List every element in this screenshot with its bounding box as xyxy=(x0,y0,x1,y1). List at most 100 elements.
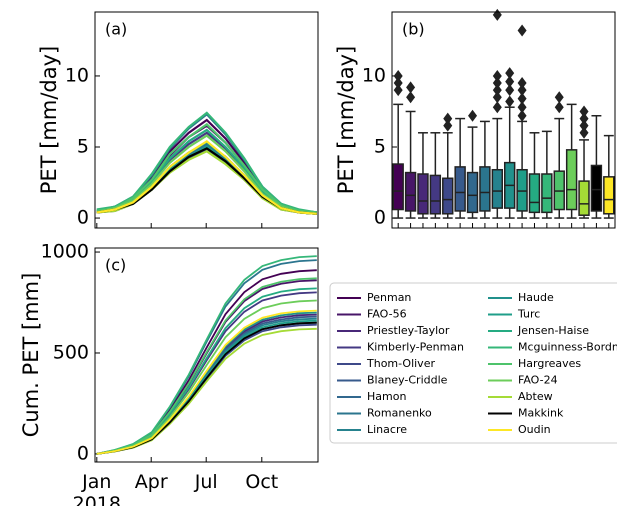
box xyxy=(429,174,442,215)
y-tick-label: 5 xyxy=(374,136,386,158)
legend-label: Turc xyxy=(517,308,540,321)
outlier xyxy=(443,119,453,132)
legend-label: Kimberly-Penman xyxy=(367,341,464,354)
box xyxy=(454,166,466,212)
series-line xyxy=(96,313,317,455)
legend-label: FAO-56 xyxy=(367,308,407,321)
outlier xyxy=(393,84,403,97)
y-tick-label: 1000 xyxy=(41,241,89,263)
outlier xyxy=(406,81,416,94)
outlier xyxy=(579,126,589,139)
x-tick-label: Apr xyxy=(135,471,168,493)
panel-label: (b) xyxy=(402,20,425,39)
legend-label: Makkink xyxy=(518,407,564,420)
series-line xyxy=(96,309,317,455)
outlier xyxy=(554,91,564,104)
outlier xyxy=(492,101,502,114)
legend-label: Blaney-Criddle xyxy=(367,374,448,387)
legend-label: Priestley-Taylor xyxy=(367,324,450,337)
outlier xyxy=(393,69,403,82)
series-line xyxy=(96,122,317,214)
series-line xyxy=(96,277,317,455)
outlier xyxy=(406,91,416,104)
outlier xyxy=(579,112,589,125)
panel-label: (a) xyxy=(105,20,127,39)
legend-label: Hargreaves xyxy=(518,357,581,370)
box xyxy=(590,164,603,212)
x-tick-label: Jul xyxy=(194,471,218,493)
series-line xyxy=(96,279,317,455)
outlier xyxy=(393,77,403,90)
legend-label: Penman xyxy=(367,291,411,304)
series-line xyxy=(96,111,317,214)
y-tick-label: 0 xyxy=(77,207,89,229)
x-tick-label: Jan 2018 xyxy=(73,471,121,506)
legend-frame xyxy=(329,282,617,444)
series-line xyxy=(96,269,317,455)
legend: Penman FAO-56 Priestley-Taylor Kimberly-Pen… xyxy=(329,282,617,444)
series-line xyxy=(96,139,317,215)
outlier xyxy=(468,109,478,122)
outlier xyxy=(505,95,515,108)
box xyxy=(392,163,404,211)
series-line xyxy=(96,323,317,455)
y-tick-label: 0 xyxy=(77,442,89,464)
outlier xyxy=(492,8,502,21)
y-tick-label: 0 xyxy=(374,207,386,229)
y-tick-label: 10 xyxy=(362,64,386,86)
y-tick-label: 5 xyxy=(77,136,89,158)
series-line xyxy=(96,255,317,455)
box xyxy=(466,171,479,214)
outlier xyxy=(505,75,515,88)
legend-label: Oudin xyxy=(518,423,551,436)
outlier xyxy=(492,84,502,97)
box xyxy=(479,166,491,212)
axes-frame xyxy=(391,11,616,229)
outlier xyxy=(517,101,527,114)
box xyxy=(565,149,578,211)
outlier xyxy=(517,24,527,37)
y-axis-label: PET [mm/day] xyxy=(37,46,61,194)
axes-frame xyxy=(94,247,319,463)
outlier xyxy=(492,77,502,90)
y-axis-label: Cum. PET [mm] xyxy=(19,273,43,438)
legend-label: Haude xyxy=(518,291,554,304)
panel-label: (c) xyxy=(105,256,126,275)
box xyxy=(541,173,553,214)
outlier xyxy=(492,69,502,82)
outlier xyxy=(554,101,564,114)
legend-label: Jensen-Haise xyxy=(517,324,589,337)
box xyxy=(578,180,590,216)
outlier xyxy=(505,67,515,80)
box xyxy=(442,177,454,215)
outlier xyxy=(443,112,453,125)
legend-label: Romanenko xyxy=(367,407,432,420)
outlier xyxy=(505,84,515,97)
outlier xyxy=(517,109,527,122)
series-line xyxy=(96,315,317,455)
legend-label: Abtew xyxy=(518,390,553,403)
outlier xyxy=(517,84,527,97)
box xyxy=(491,168,504,209)
box xyxy=(404,171,417,212)
legend-label: Hamon xyxy=(367,390,406,403)
box xyxy=(417,173,429,215)
legend-label: FAO-24 xyxy=(518,374,558,387)
axes-frame xyxy=(94,11,319,229)
y-tick-label: 10 xyxy=(65,64,89,86)
outlier xyxy=(579,119,589,132)
y-tick-label: 500 xyxy=(53,341,89,363)
outlier xyxy=(492,91,502,104)
box xyxy=(528,173,541,214)
outlier xyxy=(517,77,527,90)
y-axis-label: PET [mm/day] xyxy=(334,46,358,194)
series-line xyxy=(96,311,317,455)
outlier xyxy=(517,92,527,105)
legend-label: Thom-Oliver xyxy=(366,357,435,370)
legend-label: Linacre xyxy=(367,423,407,436)
legend-label: Mcguinness-Bordne xyxy=(518,341,617,354)
box xyxy=(603,176,615,215)
outlier xyxy=(579,105,589,118)
x-tick-label: Oct xyxy=(245,471,278,493)
